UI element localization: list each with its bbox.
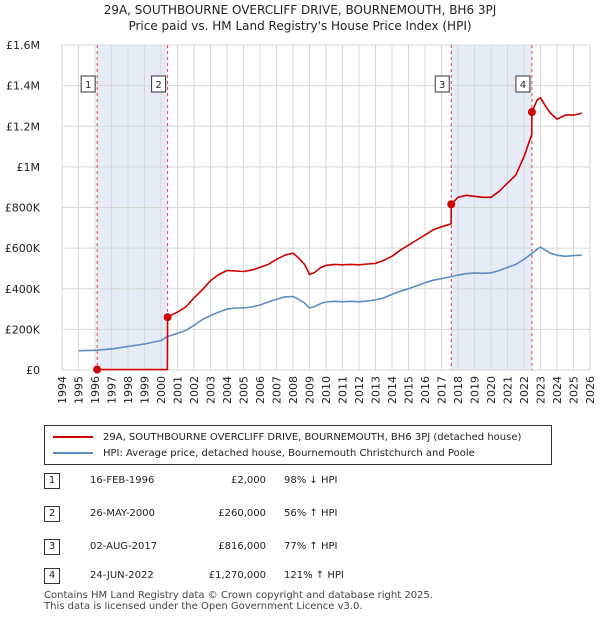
chart-legend: 29A, SOUTHBOURNE OVERCLIFF DRIVE, BOURNE… (44, 425, 552, 465)
transaction-price: £816,000 (218, 541, 266, 552)
x-tick-label: 2007 (271, 376, 284, 404)
table-row: 1 16-FEB-1996 £2,000 98% ↓ HPI (44, 473, 564, 493)
x-tick-label: 2026 (584, 376, 597, 404)
sale-label: 3 (439, 80, 445, 91)
transaction-number: 2 (44, 506, 60, 522)
x-tick-label: 2003 (205, 376, 218, 404)
y-tick-label: £200K (5, 323, 41, 336)
x-tick-label: 1995 (73, 376, 86, 404)
y-tick-label: £800K (5, 202, 41, 215)
price-chart: 1 2 3 4 £0 £200K £400K £600K £800K £1M £1.2M £1.4M £… (5, 39, 597, 404)
x-tick-label: 2008 (287, 376, 300, 404)
transaction-price: £1,270,000 (208, 570, 266, 581)
sale-point (93, 365, 102, 374)
sale-point (163, 313, 172, 322)
sale-label-box (515, 75, 531, 93)
transaction-date: 24-JUN-2022 (90, 570, 154, 581)
transaction-hpi: 56% ↑ HPI (284, 508, 338, 519)
y-tick-label: £0 (26, 364, 40, 377)
sale-label: 4 (520, 80, 526, 91)
x-tick-label: 2018 (452, 376, 465, 404)
legend-swatch-property (53, 436, 93, 438)
x-tick-label: 2010 (320, 376, 333, 404)
transaction-hpi: 98% ↓ HPI (284, 475, 338, 486)
table-row: 2 26-MAY-2000 £260,000 56% ↑ HPI (44, 506, 564, 526)
x-tick-label: 2014 (386, 376, 399, 404)
transaction-hpi: 77% ↑ HPI (284, 541, 338, 552)
legend-label-property: 29A, SOUTHBOURNE OVERCLIFF DRIVE, BOURNE… (103, 431, 522, 443)
x-tick-label: 2021 (502, 376, 515, 404)
footer-attribution: Contains HM Land Registry data © Crown c… (44, 590, 433, 612)
transaction-number: 4 (44, 568, 60, 584)
y-tick-label: £1.2M (6, 120, 40, 133)
legend-swatch-hpi (53, 452, 93, 454)
chart-title: 29A, SOUTHBOURNE OVERCLIFF DRIVE, BOURNE… (103, 3, 497, 17)
footer-line-2: This data is licensed under the Open Gov… (44, 601, 363, 612)
legend-item-property: 29A, SOUTHBOURNE OVERCLIFF DRIVE, BOURNE… (53, 429, 521, 445)
x-tick-label: 2023 (535, 376, 548, 404)
sale-point (447, 200, 456, 209)
x-tick-label: 2004 (221, 376, 234, 404)
y-tick-label: £400K (5, 283, 41, 296)
x-tick-label: 2006 (254, 376, 267, 404)
y-tick-label: £1.6M (6, 39, 40, 52)
transaction-price: £2,000 (231, 475, 266, 486)
chart-subtitle: Price paid vs. HM Land Registry's House … (128, 19, 472, 33)
x-tick-label: 1996 (89, 376, 102, 404)
x-tick-label: 2024 (551, 376, 564, 404)
x-tick-label: 2000 (155, 376, 168, 404)
legend-item-hpi: HPI: Average price, detached house, Bour… (53, 445, 475, 461)
sale-label: 2 (155, 80, 161, 91)
sale-label-box (80, 75, 96, 93)
sale-label-box (434, 75, 450, 93)
x-tick-label: 2009 (304, 376, 317, 404)
x-tick-label: 2015 (403, 376, 416, 404)
x-tick-label: 2002 (188, 376, 201, 404)
property-series-line (97, 97, 583, 371)
y-tick-label: £1M (17, 161, 41, 174)
x-tick-label: 2017 (436, 376, 449, 404)
legend-label-hpi: HPI: Average price, detached house, Bour… (103, 447, 475, 459)
footer-line-1: Contains HM Land Registry data © Crown c… (44, 590, 433, 601)
transaction-date: 16-FEB-1996 (90, 475, 155, 486)
x-tick-label: 2019 (469, 376, 482, 404)
sale-label-box (151, 75, 167, 93)
y-tick-label: £1.4M (6, 80, 40, 93)
sale-point (527, 108, 536, 117)
transaction-number: 1 (44, 473, 60, 489)
table-row: 4 24-JUN-2022 £1,270,000 121% ↑ HPI (44, 568, 564, 588)
x-tick-label: 2025 (568, 376, 581, 404)
x-tick-label: 2022 (518, 376, 531, 404)
table-row: 3 02-AUG-2017 £816,000 77% ↑ HPI (44, 539, 564, 559)
x-tick-label: 2001 (172, 376, 185, 404)
x-tick-label: 2013 (370, 376, 383, 404)
transaction-price: £260,000 (218, 508, 266, 519)
hpi-series-line (78, 246, 582, 352)
transaction-date: 26-MAY-2000 (90, 508, 156, 519)
x-tick-label: 2012 (353, 376, 366, 404)
x-tick-label: 1998 (122, 376, 135, 404)
y-tick-label: £600K (5, 242, 41, 255)
x-tick-label: 2011 (337, 376, 350, 404)
x-tick-label: 1994 (56, 376, 69, 404)
sale-label: 1 (85, 80, 91, 91)
x-tick-label: 1997 (106, 376, 119, 404)
transaction-hpi: 121% ↑ HPI (284, 570, 344, 581)
x-tick-label: 2005 (238, 376, 251, 404)
x-tick-label: 2016 (419, 376, 432, 404)
x-tick-label: 2020 (485, 376, 498, 404)
x-tick-label: 1999 (139, 376, 152, 404)
transaction-date: 02-AUG-2017 (90, 541, 158, 552)
transaction-number: 3 (44, 539, 60, 555)
